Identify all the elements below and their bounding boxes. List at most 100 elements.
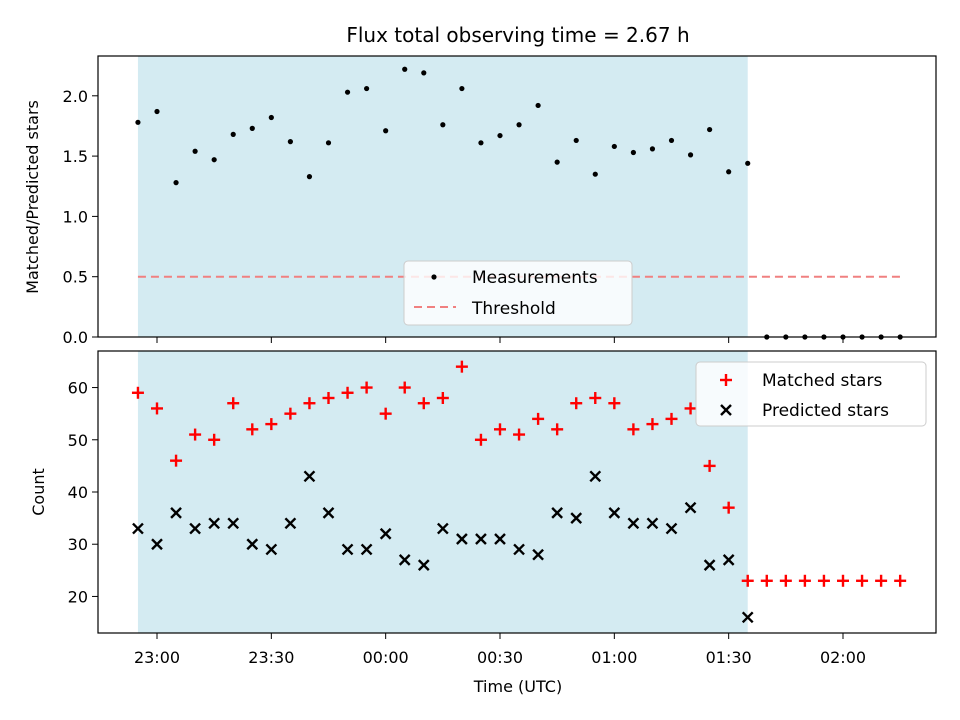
measurement-point xyxy=(535,102,541,109)
top-legend: Measurements Threshold xyxy=(403,260,633,326)
predicted-point xyxy=(246,538,259,551)
bottom-legend: Matched stars Predicted stars xyxy=(695,361,927,427)
matched-point xyxy=(779,574,792,587)
matched-stars-series xyxy=(131,360,907,587)
legend-matched-marker xyxy=(720,374,732,386)
matched-point xyxy=(875,574,888,587)
y-tick-label: 1.0 xyxy=(63,207,88,226)
predicted-point xyxy=(189,522,201,535)
x-tick-label: 01:00 xyxy=(591,648,637,667)
measurement-point xyxy=(230,131,236,137)
y-tick-label: 60 xyxy=(68,379,88,398)
y-tick-label: 30 xyxy=(68,535,88,554)
predicted-point xyxy=(170,507,182,519)
matched-point xyxy=(608,397,621,410)
measurement-point xyxy=(173,180,179,186)
measurement-point xyxy=(478,140,484,146)
predicted-point xyxy=(208,517,221,530)
matched-point xyxy=(513,428,526,441)
predicted-point xyxy=(532,548,544,561)
matched-point xyxy=(265,418,278,431)
y-tick-label: 20 xyxy=(68,587,88,606)
matched-point xyxy=(227,397,240,410)
predicted-point xyxy=(341,543,354,556)
matched-point xyxy=(360,381,373,394)
measurement-point xyxy=(707,126,713,133)
predicted-point xyxy=(227,517,240,530)
predicted-point xyxy=(322,507,335,519)
measurement-point xyxy=(726,169,732,175)
matched-point xyxy=(570,397,583,410)
matched-point xyxy=(646,418,659,431)
matched-point xyxy=(284,407,297,420)
bottom-panel: 20 30 40 50 60 23:00 23:30 00:00 00:30 01:00 01:3… xyxy=(29,350,937,696)
y-tick-label: 1.5 xyxy=(63,147,88,166)
matched-point xyxy=(436,392,449,404)
top-x-ticks xyxy=(156,337,844,343)
x-tick-label: 01:30 xyxy=(706,648,752,667)
measurement-point xyxy=(306,174,313,180)
measurement-point xyxy=(192,148,198,154)
matched-point xyxy=(684,402,697,415)
matched-point xyxy=(856,574,869,587)
predicted-point xyxy=(551,507,564,519)
predicted-point xyxy=(398,554,411,566)
matched-point xyxy=(532,412,545,425)
measurement-point xyxy=(516,122,522,128)
legend-threshold-label: Threshold xyxy=(471,299,556,319)
predicted-point xyxy=(627,517,640,530)
predicted-point xyxy=(665,522,678,535)
legend-measurements-marker xyxy=(431,274,437,280)
matched-point xyxy=(455,360,468,373)
legend-measurements-label: Measurements xyxy=(472,268,598,288)
measurement-point xyxy=(364,85,370,92)
matched-point xyxy=(379,407,392,420)
matched-point xyxy=(837,574,849,587)
measurement-point xyxy=(325,140,332,146)
y-tick-label: 2.0 xyxy=(63,87,88,106)
matched-point xyxy=(760,574,773,587)
measurement-point xyxy=(459,85,465,92)
matched-point xyxy=(246,423,259,436)
measurement-point xyxy=(249,125,255,131)
predicted-point xyxy=(132,522,144,535)
predicted-point xyxy=(646,517,659,530)
measurement-point xyxy=(745,160,751,166)
x-axis-label: Time (UTC) xyxy=(473,677,562,696)
predicted-point xyxy=(417,559,430,571)
predicted-point xyxy=(608,507,621,519)
legend-predicted-label: Predicted stars xyxy=(762,401,889,421)
predicted-point xyxy=(379,527,392,540)
matched-point xyxy=(551,423,564,436)
chart-title: Flux total observing time = 2.67 h xyxy=(346,23,689,47)
measurement-point xyxy=(630,149,636,156)
matched-point xyxy=(208,433,221,446)
matched-point xyxy=(494,423,506,436)
measurements-series xyxy=(135,66,903,340)
x-tick-label: 00:00 xyxy=(363,648,409,667)
matched-point xyxy=(417,397,430,410)
measurement-point xyxy=(402,66,408,72)
legend-matched-label: Matched stars xyxy=(762,371,882,391)
y-tick-label: 50 xyxy=(68,431,88,450)
predicted-point xyxy=(303,470,316,483)
legend-predicted-marker xyxy=(720,404,732,416)
matched-point xyxy=(474,433,487,446)
predicted-point xyxy=(589,470,602,483)
predicted-point xyxy=(360,543,373,556)
matched-point xyxy=(322,392,335,404)
top-panel: 0.00.51.01.52.0 Matched/Predicted stars … xyxy=(23,55,937,347)
measurement-point xyxy=(592,171,598,177)
matched-point xyxy=(303,397,316,410)
measurement-point xyxy=(440,122,446,128)
predicted-point xyxy=(741,611,754,624)
matched-point xyxy=(189,428,202,441)
measurement-point xyxy=(497,132,503,139)
predicted-point xyxy=(151,538,163,551)
predicted-point xyxy=(684,501,697,514)
matched-point xyxy=(341,386,354,399)
measurement-point xyxy=(649,146,656,152)
matched-point xyxy=(170,454,183,467)
predicted-point xyxy=(284,517,297,530)
